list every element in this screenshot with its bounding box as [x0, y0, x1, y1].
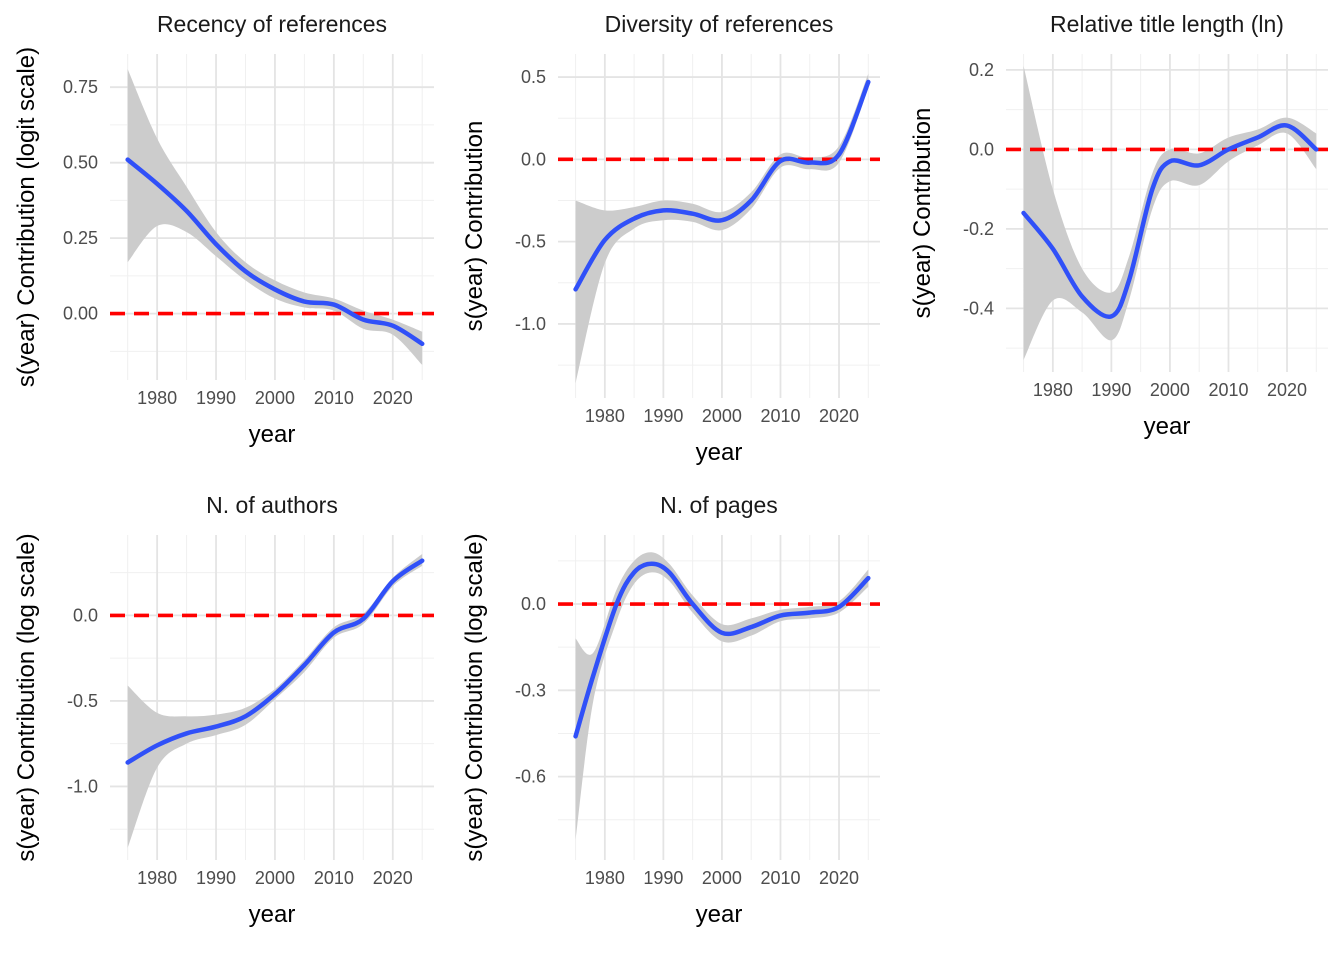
fit-line — [573, 79, 871, 292]
y-tick-label: 0.5 — [521, 67, 546, 87]
panel-title: Diversity of references — [605, 11, 834, 37]
x-tick-label: 2000 — [702, 868, 742, 888]
x-tick-label: 1980 — [137, 388, 177, 408]
y-axis-label: s(year) Contribution (log scale) — [461, 533, 488, 861]
x-tick-label: 2010 — [760, 406, 800, 426]
y-tick-label: -1.0 — [67, 776, 98, 796]
x-tick-label: 2010 — [760, 868, 800, 888]
fit-line — [125, 558, 425, 765]
x-axis-label: year — [696, 439, 743, 466]
x-tick-label: 2020 — [819, 868, 859, 888]
y-tick-label: 0.0 — [521, 594, 546, 614]
x-tick-label: 2020 — [373, 868, 413, 888]
confidence-band — [575, 73, 869, 384]
y-tick-label: -0.3 — [515, 680, 546, 700]
y-axis-label: s(year) Contribution — [461, 121, 488, 332]
x-tick-label: 2020 — [373, 388, 413, 408]
x-tick-label: 2000 — [255, 388, 295, 408]
chart-panel-5: 1980 1990 2000 2010 2020 -0.6 -0.3 0.0 N. of pag… — [461, 492, 880, 928]
y-tick-label: 0.0 — [969, 139, 994, 159]
x-tick-label: 1980 — [1033, 380, 1073, 400]
y-tick-label: -0.4 — [963, 298, 994, 318]
y-tick-label: 0.75 — [63, 77, 98, 97]
x-tick-label: 2020 — [1267, 380, 1307, 400]
x-axis-label: year — [696, 901, 743, 928]
y-tick-label: -0.2 — [963, 219, 994, 239]
confidence-band — [127, 69, 423, 365]
x-axis-label: year — [249, 901, 296, 928]
fit-line — [573, 561, 871, 739]
x-tick-label: 1980 — [137, 868, 177, 888]
y-tick-label: 0.0 — [73, 605, 98, 625]
x-tick-label: 2010 — [314, 388, 354, 408]
x-tick-label: 2000 — [1150, 380, 1190, 400]
panel-title: Recency of references — [157, 11, 387, 37]
x-tick-label: 1990 — [196, 868, 236, 888]
x-axis-label: year — [1144, 413, 1191, 440]
chart-panel-4: 1980 1990 2000 2010 2020 -1.0 -0.5 0.0 N. of aut… — [13, 492, 434, 928]
x-tick-label: 2000 — [255, 868, 295, 888]
panel-title: N. of pages — [660, 492, 778, 518]
fit-line — [125, 157, 425, 347]
x-tick-label: 1990 — [643, 406, 683, 426]
fit-line — [1021, 123, 1319, 319]
y-tick-label: 0.50 — [63, 153, 98, 173]
x-axis-label: year — [249, 421, 296, 448]
x-tick-label: 2020 — [819, 406, 859, 426]
y-tick-label: -0.5 — [67, 691, 98, 711]
confidence-band — [1023, 65, 1317, 361]
chart-panel-2: 1980 1990 2000 2010 2020 -1.0 -0.5 0.0 0.5 Divers… — [461, 11, 880, 466]
y-axis-label: s(year) Contribution (log scale) — [13, 533, 40, 861]
y-tick-label: -0.5 — [515, 232, 546, 252]
chart-panel-1: 1980 1990 2000 2010 2020 0.00 0.25 0.50 0.75 Rece… — [13, 11, 434, 448]
y-tick-label: 0.0 — [521, 149, 546, 169]
chart-panel-3: 1980 1990 2000 2010 2020 -0.4 -0.2 0.0 0.2 Relati… — [909, 11, 1328, 440]
x-tick-label: 1990 — [1091, 380, 1131, 400]
y-tick-label: -0.6 — [515, 767, 546, 787]
y-tick-label: 0.00 — [63, 304, 98, 324]
x-tick-label: 1980 — [585, 406, 625, 426]
y-axis-label: s(year) Contribution — [909, 108, 936, 319]
panel-title: N. of authors — [206, 492, 338, 518]
x-tick-label: 2010 — [314, 868, 354, 888]
x-tick-label: 1980 — [585, 868, 625, 888]
y-tick-label: -1.0 — [515, 314, 546, 334]
x-tick-label: 2010 — [1208, 380, 1248, 400]
x-tick-label: 1990 — [643, 868, 683, 888]
y-tick-label: 0.25 — [63, 228, 98, 248]
y-tick-label: 0.2 — [969, 60, 994, 80]
y-axis-label: s(year) Contribution (logit scale) — [13, 47, 40, 387]
x-tick-label: 2000 — [702, 406, 742, 426]
x-tick-label: 1990 — [196, 388, 236, 408]
panel-title: Relative title length (ln) — [1050, 11, 1284, 37]
